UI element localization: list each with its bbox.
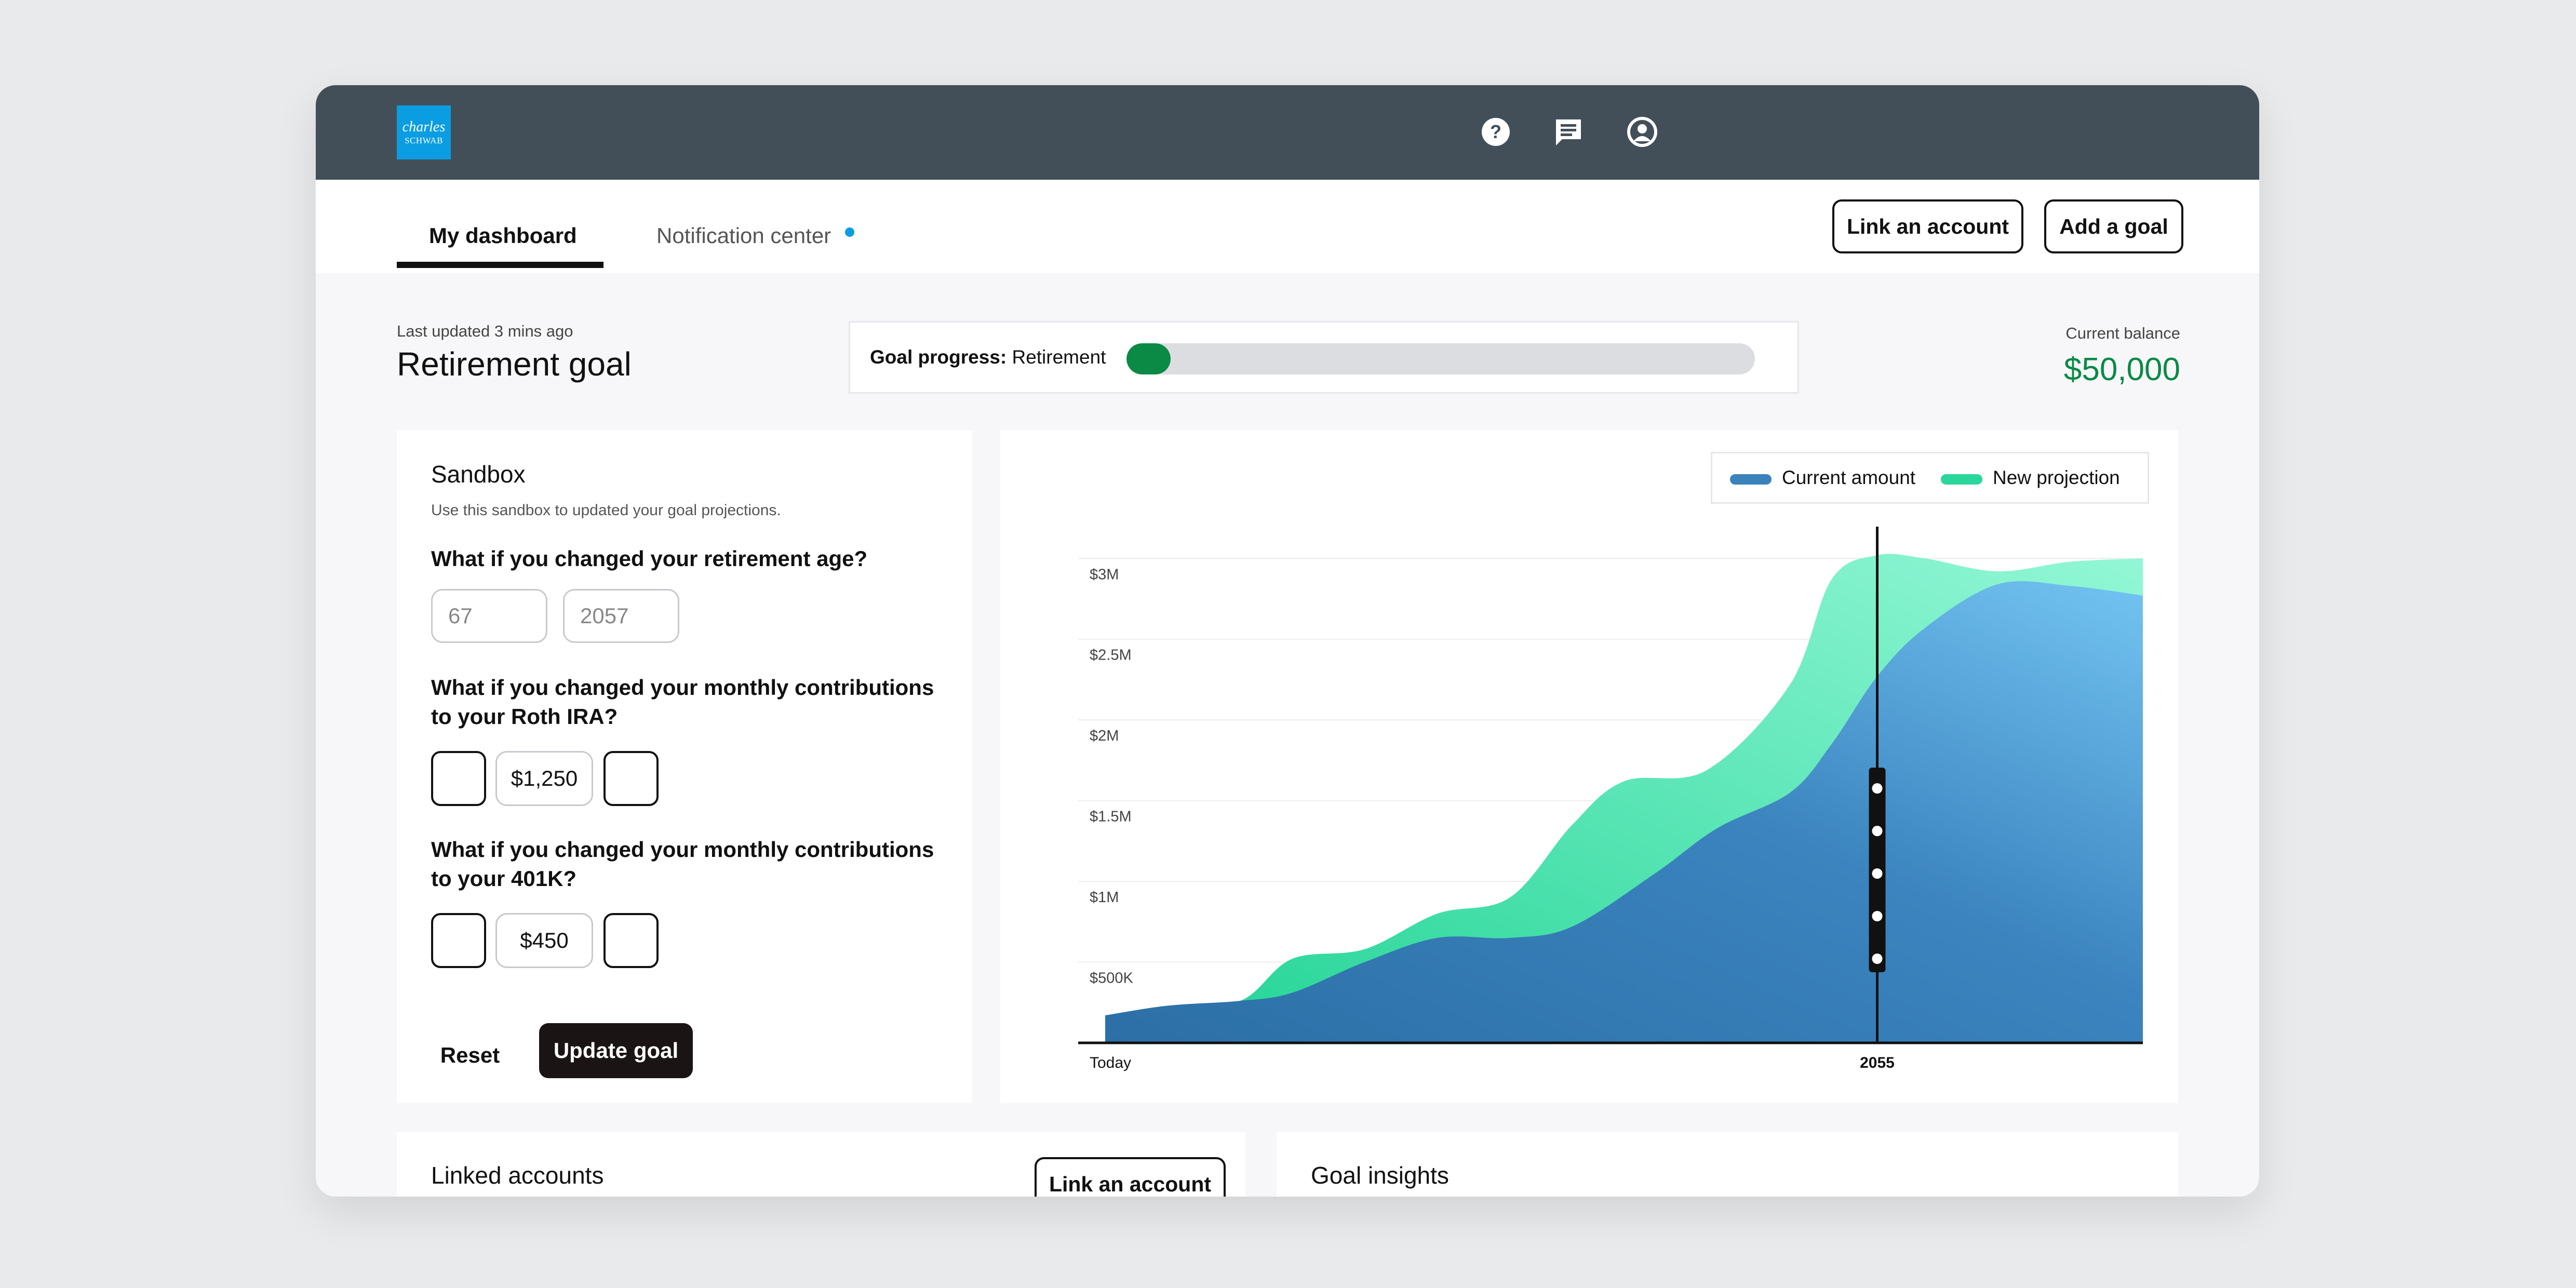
linked-accounts-title: Linked accounts [431, 1162, 604, 1189]
svg-text:?: ? [1490, 121, 1501, 142]
handle-dot [1872, 826, 1883, 836]
reset-button[interactable]: Reset [440, 1043, 500, 1067]
roth-contribution-input[interactable]: $1,250 [495, 751, 593, 806]
linked-accounts-card: Linked accounts Link an account [397, 1132, 1245, 1197]
y-tick-label: $1.5M [1090, 809, 1132, 825]
sandbox-subtitle: Use this sandbox to updated your goal pr… [431, 502, 781, 519]
tab-notification-center[interactable]: Notification center [656, 223, 831, 248]
notification-dot [845, 227, 854, 237]
schwab-logo[interactable]: charles SCHWAB [397, 105, 451, 159]
page-title: Retirement goal [397, 345, 632, 383]
y-tick-label: $2.5M [1090, 647, 1132, 664]
goal-progress-label: Goal progress: Retirement [870, 346, 1106, 368]
x-tick-label: Today [1090, 1054, 1131, 1071]
sandbox-card: Sandbox Use this sandbox to updated your… [397, 430, 972, 1103]
add-goal-button[interactable]: Add a goal [2044, 199, 2183, 253]
tabs-row: My dashboard Notification center Link an… [316, 180, 2259, 273]
handle-dot [1872, 783, 1883, 794]
roth-decrement-button[interactable] [431, 751, 486, 806]
goal-progress-track [1126, 343, 1755, 374]
app-window: charles SCHWAB ? My dashboard Notificati… [316, 85, 2259, 1197]
projection-chart-card: Current amount New projection $500K $1M $1… [1000, 430, 2178, 1103]
retirement-age-input[interactable]: 67 [431, 589, 547, 643]
handle-dot [1872, 954, 1883, 964]
y-tick-label: $500K [1090, 970, 1134, 987]
help-icon[interactable]: ? [1479, 115, 1512, 149]
retirement-year-input[interactable]: 2057 [563, 589, 679, 643]
y-tick-label: $3M [1090, 566, 1119, 583]
legend-swatch-projection [1941, 474, 1982, 485]
link-account-button[interactable]: Link an account [1832, 199, 2023, 253]
legend-swatch-current [1730, 474, 1772, 485]
top-bar: charles SCHWAB ? [316, 85, 2259, 180]
question-retirement-age: What if you changed your retirement age? [431, 546, 868, 571]
roth-increment-button[interactable] [603, 751, 659, 806]
user-icon[interactable] [1626, 115, 1659, 149]
k401-contribution-input[interactable]: $450 [495, 913, 593, 968]
update-goal-button[interactable]: Update goal [539, 1023, 693, 1078]
projection-chart[interactable]: $500K $1M $1.5M $2M $2.5M $3M Today 2055 [1000, 430, 2178, 1103]
k401-decrement-button[interactable] [431, 913, 486, 968]
current-balance-label: Current balance [2065, 324, 2180, 342]
active-tab-indicator [397, 262, 603, 268]
y-tick-label: $2M [1090, 728, 1119, 744]
goal-progress-label-bold: Goal progress: [870, 346, 1007, 368]
linked-link-account-button[interactable]: Link an account [1035, 1157, 1226, 1197]
chart-legend: Current amount New projection [1711, 452, 2149, 504]
y-tick-label: $1M [1090, 889, 1119, 906]
sandbox-title: Sandbox [431, 461, 526, 488]
goal-progress-box: Goal progress: Retirement [849, 321, 1799, 394]
goal-insights-title: Goal insights [1311, 1162, 1449, 1189]
legend-label-current: Current amount [1782, 467, 1916, 488]
last-updated: Last updated 3 mins ago [397, 322, 573, 340]
handle-dot [1872, 911, 1883, 921]
chat-icon[interactable] [1552, 115, 1585, 149]
legend-label-projection: New projection [1993, 467, 2120, 488]
goal-insights-card: Goal insights [1277, 1132, 2178, 1197]
logo-line-1: charles [402, 119, 446, 135]
question-401k: What if you changed your monthly contrib… [431, 837, 934, 891]
x-tick-label: 2055 [1860, 1054, 1895, 1071]
goal-progress-label-name: Retirement [1007, 346, 1106, 368]
handle-dot [1872, 868, 1883, 879]
current-balance-value: $50,000 [2063, 352, 2180, 387]
tab-my-dashboard[interactable]: My dashboard [429, 223, 577, 248]
k401-increment-button[interactable] [603, 913, 659, 968]
logo-line-2: SCHWAB [405, 136, 443, 145]
question-roth-ira: What if you changed your monthly contrib… [431, 675, 934, 729]
goal-progress-fill [1126, 343, 1171, 374]
